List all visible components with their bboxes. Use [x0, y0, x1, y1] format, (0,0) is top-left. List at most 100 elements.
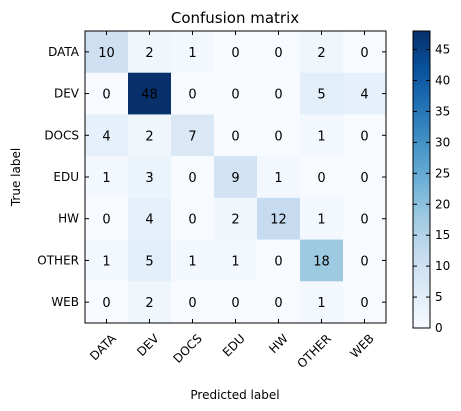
cell-value-label: 0	[274, 88, 282, 103]
x-tick-label: WEB	[347, 331, 376, 360]
y-tick-label: EDU	[53, 170, 79, 184]
heatmap-cell	[343, 114, 387, 157]
chart-title: Confusion matrix	[171, 9, 299, 27]
heatmap-cell	[300, 31, 344, 74]
heatmap-cell	[257, 281, 301, 324]
heatmap-cell	[300, 197, 344, 241]
cell-value-label: 0	[188, 213, 196, 228]
heatmap-cell	[85, 239, 129, 282]
heatmap-cell	[343, 31, 387, 74]
cell-value-label: 9	[231, 171, 239, 186]
cell-value-label: 2	[317, 46, 325, 61]
heatmap-cell	[171, 156, 215, 199]
heatmap-cell	[300, 72, 344, 115]
cell-value-label: 5	[317, 88, 325, 103]
cell-value-label: 1	[317, 129, 325, 144]
heatmap-cell	[257, 239, 301, 282]
cell-value-label: 1	[102, 171, 110, 186]
cell-value-label: 0	[188, 296, 196, 311]
colorbar-tick-label: 0	[435, 321, 443, 335]
y-tick-label: DATA	[48, 45, 80, 59]
heatmap-cell	[300, 281, 344, 324]
colorbar-tick-label: 40	[435, 74, 450, 88]
x-tick-label: HW	[266, 331, 291, 356]
cell-value-label: 0	[360, 171, 368, 186]
colorbar-tick-label: 35	[435, 104, 450, 118]
heatmap-cell	[171, 72, 215, 115]
cell-value-label: 0	[274, 296, 282, 311]
colorbar-tick-label: 10	[435, 259, 450, 273]
heatmap-cell	[214, 281, 258, 324]
heatmap-cell	[257, 197, 301, 241]
cell-value-label: 0	[188, 171, 196, 186]
cell-value-label: 2	[145, 296, 153, 311]
axis-ticks	[85, 31, 386, 323]
heatmap-cell	[343, 156, 387, 199]
colorbar-tick-label: 30	[435, 135, 450, 149]
cell-value-label: 2	[145, 129, 153, 144]
heatmap-cell	[214, 31, 258, 74]
y-tick-label: WEB	[51, 295, 79, 309]
heatmap-cell	[85, 114, 129, 157]
heatmap-cell	[171, 114, 215, 157]
colorbar	[412, 30, 431, 329]
x-tick-label: EDU	[220, 331, 248, 359]
cell-value-label: 0	[360, 296, 368, 311]
cell-value-label: 7	[188, 129, 196, 144]
cell-value-label: 10	[98, 46, 115, 61]
heatmap-cell	[257, 156, 301, 199]
colorbar-ticks: 0 5 10 15 20 25 30 35 40 45	[413, 43, 450, 335]
heatmap-cell	[214, 197, 258, 241]
cell-value-label: 0	[231, 129, 239, 144]
cell-value-label: 0	[188, 88, 196, 103]
heatmap-cell	[128, 114, 172, 157]
heatmap-cell	[85, 197, 129, 241]
heatmap-cell	[171, 281, 215, 324]
y-tick-label: HW	[58, 212, 79, 226]
cell-value-label: 12	[270, 213, 287, 228]
cell-value-label: 3	[145, 171, 153, 186]
x-tick-label: DATA	[87, 331, 119, 363]
cell-value-label: 0	[360, 129, 368, 144]
heatmap-cell	[171, 31, 215, 74]
heatmap-cell	[343, 72, 387, 115]
heatmap-cell	[214, 156, 258, 199]
heatmap-cell	[128, 156, 172, 199]
cell-value-label: 0	[317, 171, 325, 186]
heatmap-cell	[257, 31, 301, 74]
y-tick-label: OTHER	[37, 253, 79, 267]
cell-value-label: 0	[231, 88, 239, 103]
cell-value-label: 0	[231, 46, 239, 61]
cell-value-label: 4	[102, 129, 110, 144]
heatmap-cell-labels: 10 2 1 0 0 2 00 48 0 0 0 5 44 2 7 0 0 1 01 3 0 9 1 0 00 4 0 2 12 1 01 5…	[98, 46, 368, 311]
heatmap-cell	[128, 281, 172, 324]
cell-value-label: 5	[145, 254, 153, 269]
heatmap-cell	[128, 239, 172, 282]
y-tick-label: DOCS	[44, 128, 79, 142]
colorbar-tick-label: 15	[435, 228, 450, 242]
cell-value-label: 0	[274, 129, 282, 144]
cell-value-label: 0	[102, 296, 110, 311]
colorbar-tick-label: 25	[435, 166, 450, 180]
cell-value-label: 0	[360, 213, 368, 228]
cell-value-label: 1	[188, 254, 196, 269]
cell-value-label: 4	[360, 88, 368, 103]
heatmap-cell	[343, 239, 387, 282]
heatmap-cell	[128, 72, 172, 115]
cell-value-label: 0	[231, 296, 239, 311]
heatmap-cell	[85, 31, 129, 74]
heatmap-cell	[171, 197, 215, 241]
heatmap-cell	[300, 156, 344, 199]
cell-value-label: 0	[102, 213, 110, 228]
heatmap-cell	[128, 31, 172, 74]
cell-value-label: 1	[317, 213, 325, 228]
heatmap-cell	[257, 114, 301, 157]
cell-value-label: 0	[360, 254, 368, 269]
heatmap-cell	[214, 72, 258, 115]
cell-value-label: 1	[274, 171, 282, 186]
heatmap-cell	[343, 197, 387, 241]
colorbar-tick-label: 20	[435, 197, 450, 211]
heatmap-cell	[128, 197, 172, 241]
heatmap-cell	[171, 239, 215, 282]
